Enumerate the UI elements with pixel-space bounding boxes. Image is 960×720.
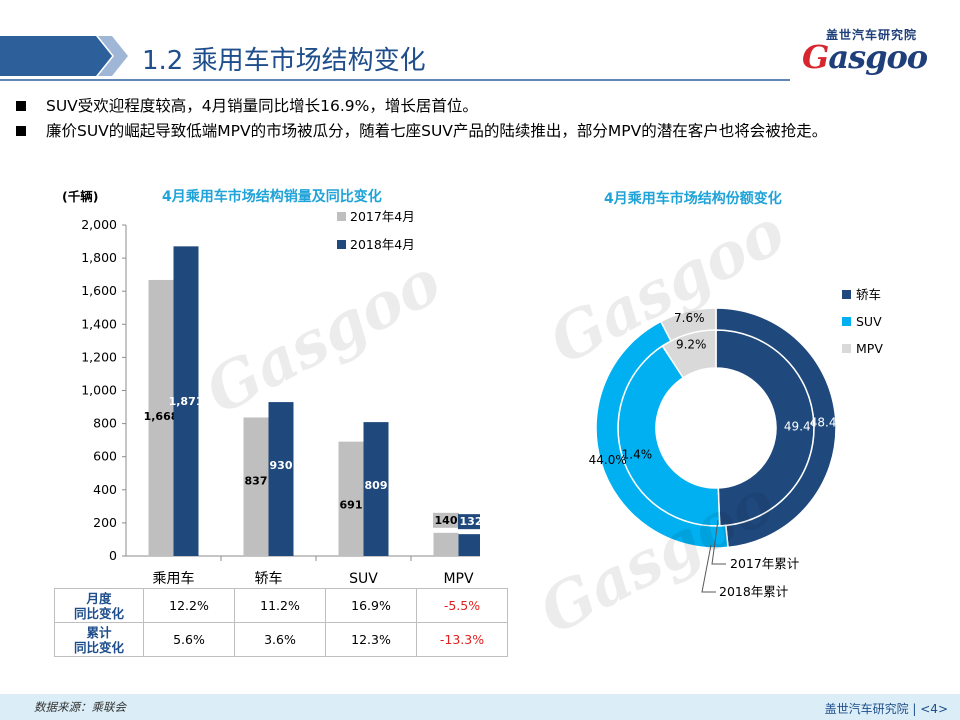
bar-value-label: 691: [340, 499, 363, 512]
legend-swatch: [842, 290, 851, 299]
data-label-bg: [458, 514, 480, 530]
slide-header: 1.2 乘用车市场结构变化 盖世汽车研究院 Gasgoo: [0, 0, 960, 88]
y-tick-label: 1,800: [81, 250, 117, 265]
bullet-list: SUV受欢迎程度较高，4月销量同比增长16.9%，增长居首位。 廉价SUV的崛起…: [16, 94, 956, 144]
footer-bar: [0, 694, 960, 720]
legend-swatch: [842, 344, 851, 353]
legend-label: 2018年4月: [350, 237, 415, 252]
bullet-text: SUV受欢迎程度较高，4月销量同比增长16.9%，增长居首位。: [46, 97, 478, 115]
bar-2017: [338, 441, 364, 556]
bar-chart-title: 4月乘用车市场结构销量及同比变化: [162, 189, 382, 205]
y-tick-label: 200: [93, 515, 117, 530]
bar-value-label: 1,668: [144, 410, 179, 423]
legend-label: 轿车: [856, 287, 881, 302]
donut-value-label: 48.4%: [810, 415, 848, 429]
legend-swatch: [337, 212, 346, 221]
header-banner: [0, 36, 790, 81]
header-arrow-light: [98, 36, 128, 76]
leader-line-2018: [701, 544, 716, 593]
bar-value-label: 1,871: [169, 395, 204, 408]
table-cell: 11.2%: [234, 588, 326, 623]
bar-2017: [433, 532, 459, 556]
donut-value-label: 41.4%: [614, 447, 652, 461]
table-cell: 3.6%: [234, 622, 326, 657]
bar-chart-unit: (千辆): [62, 189, 99, 204]
bullet-item: 廉价SUV的崛起导致低端MPV的市场被瓜分，随着七座SUV产品的陆续推出，部分M…: [16, 119, 956, 144]
x-category-label: MPV: [443, 571, 474, 587]
row-header-monthly: 月度 同比变化: [54, 588, 144, 623]
y-tick-label: 1,400: [81, 316, 117, 331]
bar-2017: [243, 417, 269, 556]
x-category-label: 乘用车: [153, 570, 195, 587]
table-cell: 5.6%: [143, 622, 235, 657]
data-label-bg: [433, 512, 459, 528]
y-tick-label: 1,000: [81, 383, 117, 398]
bar-value-label: 809: [365, 479, 388, 492]
donut-chart: 49.4% 41.4% 9.2% 48.4% 44.0% 7.6% 2017年累计 2018年…: [589, 287, 884, 599]
x-category-label: 轿车: [255, 570, 283, 587]
table-cell-negative: -13.3%: [416, 622, 508, 657]
y-tick-label: 400: [93, 482, 117, 497]
data-source: 数据来源：乘联会: [34, 700, 126, 714]
bar-value-label: 140: [435, 514, 458, 527]
gasgoo-logo: Gasgoo: [802, 38, 928, 76]
bar-value-label: 930: [270, 459, 293, 472]
ring-label-2018: 2018年累计: [719, 584, 788, 599]
donut-value-label: 7.6%: [674, 311, 705, 325]
row-header-cumulative: 累计 同比变化: [54, 622, 144, 657]
bar-2017: [148, 279, 174, 556]
x-category-label: SUV: [349, 571, 378, 587]
legend-swatch: [842, 317, 851, 326]
legend-label: SUV: [856, 314, 882, 329]
bar-2018: [363, 422, 389, 556]
y-tick-label: 800: [93, 416, 117, 431]
table-cell: 16.9%: [325, 588, 417, 623]
y-tick-label: 1,200: [81, 349, 117, 364]
legend-label: 2017年4月: [350, 209, 415, 224]
logo-chinese-text: 盖世汽车研究院: [826, 28, 918, 42]
legend-swatch: [337, 240, 346, 249]
bullet-text: 廉价SUV的崛起导致低端MPV的市场被瓜分，随着七座SUV产品的陆续推出，部分M…: [46, 122, 828, 140]
table-row: 月度 同比变化 12.2% 11.2% 16.9% -5.5%: [54, 588, 508, 623]
donut-value-label: 9.2%: [676, 338, 707, 352]
ring-label-2017: 2017年累计: [730, 556, 799, 571]
leader-line-2017: [711, 519, 726, 565]
bar-value-label: 837: [245, 474, 268, 487]
legend-label: MPV: [856, 341, 883, 356]
bullet-item: SUV受欢迎程度较高，4月销量同比增长16.9%，增长居首位。: [16, 94, 956, 119]
header-arrow-dark: [0, 36, 112, 76]
page-number: 盖世汽车研究院 | <4>: [824, 702, 948, 716]
table-row: 累计 同比变化 5.6% 3.6% 12.3% -13.3%: [54, 622, 508, 657]
table-cell-negative: -5.5%: [416, 588, 508, 623]
donut-value-label: 44.0%: [589, 453, 627, 467]
yoy-table: 月度 同比变化 12.2% 11.2% 16.9% -5.5% 累计 同比变化 5.…: [54, 588, 508, 657]
donut-value-label: 49.4%: [784, 419, 822, 433]
page-title: 1.2 乘用车市场结构变化: [142, 46, 426, 76]
bar-chart: 0 200 400 600 800 1,000 1,200 1,400 1,600 1,800 2,…: [81, 209, 480, 587]
bar-value-label: 132: [460, 515, 480, 528]
y-tick-label: 1,600: [81, 283, 117, 298]
table-cell: 12.3%: [325, 622, 417, 657]
y-tick-label: 0: [109, 548, 117, 563]
y-tick-label: 2,000: [81, 217, 117, 232]
y-tick-label: 600: [93, 449, 117, 464]
table-cell: 12.2%: [143, 588, 235, 623]
bar-2018: [173, 246, 199, 557]
bullet-square-icon: [16, 126, 26, 136]
bullet-square-icon: [16, 101, 26, 111]
donut-slice-2018: [659, 307, 717, 342]
donut-chart-title: 4月乘用车市场结构份额变化: [604, 191, 782, 207]
bar-2018: [268, 402, 294, 556]
bar-2018: [458, 534, 480, 556]
